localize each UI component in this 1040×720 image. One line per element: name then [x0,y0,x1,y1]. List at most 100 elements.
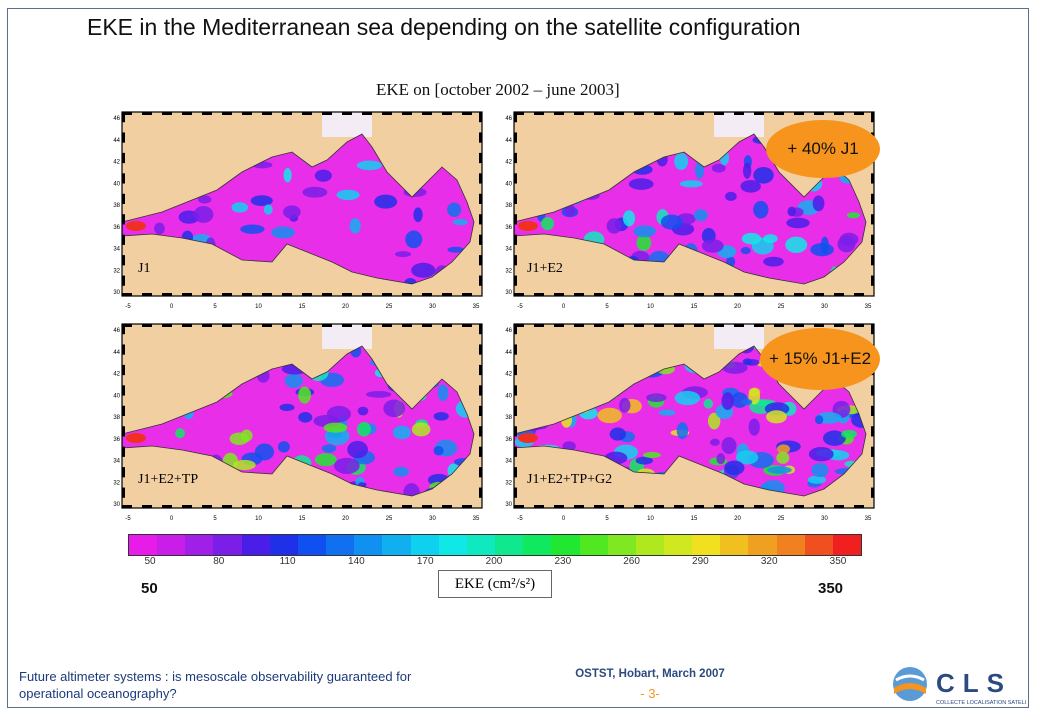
lon-tick-label: 5 [605,516,609,522]
lat-tick-label: 46 [505,116,512,122]
panel-label-j1-e2-tp: J1+E2+TP [138,472,199,487]
lat-tick-label: 30 [113,290,120,296]
lat-tick-label: 44 [113,350,120,356]
colorbar-cell [523,535,552,555]
lon-tick-label: -5 [125,304,131,310]
lat-tick-label: 40 [505,181,512,187]
svg-text:CLS: CLS [936,668,1012,698]
lat-tick-label: 46 [505,328,512,334]
panel-label-j1-e2-tp-g2: J1+E2+TP+G2 [527,472,613,487]
lon-tick-label: -5 [517,516,523,522]
lat-tick-label: 32 [113,480,120,486]
lon-tick-label: 20 [342,304,349,310]
lat-tick-label: 34 [113,459,120,465]
colorbar-cell [382,535,411,555]
improvement-bubble-40: + 40% J1 [766,120,880,178]
colorbar-cell [241,535,270,555]
lon-tick-label: 20 [734,516,741,522]
colorbar-cell [607,535,636,555]
lat-tick-label: 38 [113,415,120,421]
figure-title: EKE on [october 2002 – june 2003] [376,80,620,99]
colorbar-cell [410,535,439,555]
lat-tick-label: 42 [505,372,512,378]
colorbar-cell [466,535,496,555]
lat-tick-label: 34 [113,247,120,253]
cls-logo-graphic: CLS COLLECTE LOCALISATION SATELLITES [893,667,1040,706]
lon-tick-label: 20 [734,304,741,310]
lon-tick-label: 25 [778,516,785,522]
lon-tick-label: 5 [213,304,217,310]
colorbar-cell [832,535,862,555]
lat-tick-label: 32 [505,480,512,486]
lon-tick-label: 30 [429,516,436,522]
lon-tick-label: 0 [562,516,566,522]
lon-tick-label: 5 [213,516,217,522]
map-svg: 46 44 42 40 38 36 34 32 30 -5 0 5 10 15 20 25 30 35 [113,111,483,310]
lon-tick-label: 35 [865,304,872,310]
lon-tick-label: 15 [299,516,306,522]
colorbar-tick-label: 290 [692,556,709,567]
colorbar-min-label: 50 [141,580,158,597]
eke-colorbar [128,534,862,556]
page-number: - 3- [640,686,660,701]
colorbar-cell [438,535,467,555]
colorbar-tick-label: 200 [485,556,503,567]
lat-tick-label: 34 [505,247,512,253]
improvement-bubble-15: + 15% J1+E2 [760,328,880,390]
lat-tick-label: 36 [505,437,512,443]
colorbar-cell [354,535,383,555]
lat-tick-label: 34 [505,459,512,465]
colorbar-cell [804,535,833,555]
cls-logo: CLS COLLECTE LOCALISATION SATELLITES [888,664,1040,708]
lon-tick-label: 35 [473,304,480,310]
lat-tick-label: 38 [113,203,120,209]
lat-tick-label: 42 [113,372,120,378]
colorbar-cell [185,535,214,555]
colorbar-cell [579,535,608,555]
colorbar-cell [297,535,327,555]
lat-tick-label: 32 [113,268,120,274]
lon-tick-label: 15 [691,304,698,310]
colorbar-cell [776,535,805,555]
colorbar-unit-label: EKE (cm²/s²) [438,570,552,598]
lon-tick-label: 35 [865,516,872,522]
lat-tick-label: 46 [113,116,120,122]
colorbar-cell [748,535,777,555]
panel-label-j1-e2: J1+E2 [527,261,563,276]
lat-tick-label: 40 [113,393,120,399]
lon-tick-label: 30 [821,304,828,310]
lat-tick-label: 30 [505,502,512,508]
colorbar-cell [326,535,355,555]
colorbar-max-label: 350 [818,580,844,597]
slide-frame [7,8,1029,708]
colorbar-cell [720,535,749,555]
colorbar-cell [157,535,186,555]
lon-tick-label: 10 [647,516,654,522]
lon-tick-label: 10 [647,304,654,310]
colorbar-tick-label: 140 [348,556,365,567]
colorbar-cell [269,535,298,555]
lon-tick-label: 0 [170,516,174,522]
colorbar-tick-label: 320 [760,556,778,567]
lat-tick-label: 40 [505,393,512,399]
footer-event: OSTST, Hobart, March 2007 [575,668,725,680]
colorbar-tick-label: 170 [416,556,434,567]
lon-tick-label: -5 [517,304,523,310]
map-svg: 46 44 42 40 38 36 34 32 30 -5 0 5 10 15 20 25 30 35 [113,323,483,522]
lat-tick-label: 32 [505,268,512,274]
lon-tick-label: 15 [299,304,306,310]
lat-tick-label: 44 [505,350,512,356]
footer-presentation-title: Future altimeter systems : is mesoscale … [19,669,412,701]
colorbar-tick-label: 230 [554,556,572,567]
lon-tick-label: 5 [605,304,609,310]
colorbar-tick-label: 110 [279,556,296,567]
lon-tick-label: 30 [429,304,436,310]
lon-tick-label: 0 [170,304,174,310]
lon-tick-label: 20 [342,516,349,522]
slide-title: EKE in the Mediterranean sea depending o… [87,14,801,40]
colorbar-tick-label: 350 [829,556,847,567]
lon-tick-label: 15 [691,516,698,522]
lat-tick-label: 30 [113,502,120,508]
map-panel-j1-e2-tp: 46 44 42 40 38 36 34 32 30 -5 0 5 10 15 20 25 30 35 [108,320,488,526]
lat-tick-label: 36 [113,437,120,443]
